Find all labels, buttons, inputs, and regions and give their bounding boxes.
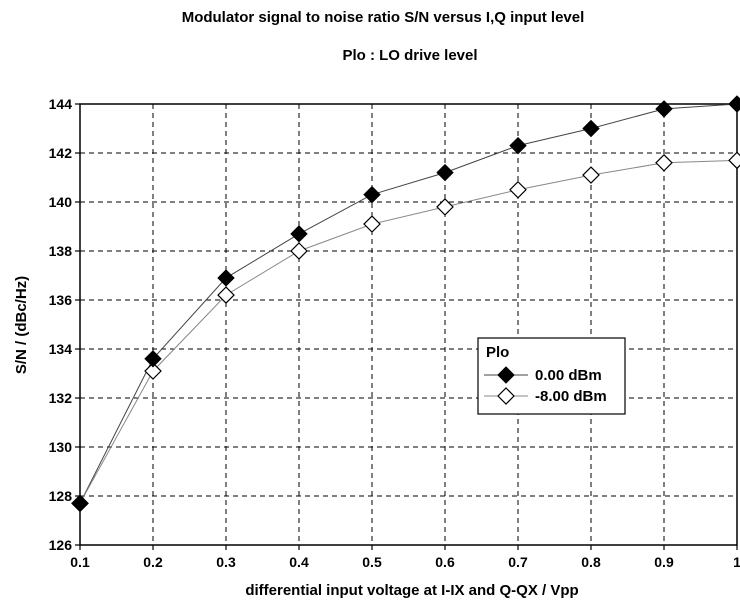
series-0-point-0 <box>71 494 89 513</box>
legend-label-0: 0.00 dBm <box>535 367 602 384</box>
series-1-point-1 <box>144 362 162 380</box>
tick-labels: 0.1 0.2 0.3 0.4 0.5 0.6 0.7 0.8 0.9 1 126 128 130 132… <box>49 96 740 570</box>
y-tick-label-3: 132 <box>49 390 73 406</box>
series-1-point-2 <box>217 286 235 304</box>
legend-label-1: -8.00 dBm <box>535 388 607 405</box>
y-tick-label-9: 144 <box>49 96 73 112</box>
series-line-1 <box>79 159 738 504</box>
x-tick-label-6: 0.7 <box>508 554 528 570</box>
series-0-point-8 <box>655 100 673 118</box>
chart-title: Modulator signal to noise ratio S/N vers… <box>182 9 585 26</box>
series <box>71 95 740 513</box>
series-0-point-2 <box>217 269 235 287</box>
series-0-point-4 <box>363 185 381 204</box>
y-tick-label-5: 136 <box>49 292 73 308</box>
series-1-point-5 <box>436 198 454 216</box>
series-0-point-3 <box>290 225 308 243</box>
y-tick-label-0: 126 <box>49 537 73 553</box>
series-1-point-3 <box>290 242 308 260</box>
series-1-point-9 <box>728 151 740 170</box>
y-tick-label-8: 142 <box>49 145 73 161</box>
x-tick-label-9: 1 <box>733 554 740 570</box>
y-tick-label-2: 130 <box>49 439 73 455</box>
legend-title: Plo <box>486 344 509 361</box>
x-tick-label-8: 0.9 <box>654 554 674 570</box>
x-tick-label-7: 0.8 <box>581 554 601 570</box>
series-0-point-7 <box>582 119 600 138</box>
series-1-point-7 <box>582 166 600 184</box>
x-tick-label-2: 0.3 <box>216 554 236 570</box>
y-tick-label-1: 128 <box>49 488 73 504</box>
series-line-0 <box>79 103 738 504</box>
legend-marker-1 <box>497 387 515 405</box>
series-0-point-5 <box>436 163 454 182</box>
x-axis-label: differential input voltage at I-IX and Q… <box>245 582 578 599</box>
series-0-point-1 <box>144 350 162 368</box>
y-tick-label-7: 140 <box>49 194 73 210</box>
x-tick-label-3: 0.4 <box>289 554 309 570</box>
y-tick-label-6: 138 <box>49 243 73 259</box>
series-1-point-6 <box>509 180 527 199</box>
x-tick-label-0: 0.1 <box>70 554 90 570</box>
plot-frame <box>79 103 738 546</box>
series-0-point-6 <box>509 136 527 155</box>
y-axis-label: S/N / (dBc/Hz) <box>13 276 30 374</box>
axes <box>75 103 738 550</box>
series-0-point-9 <box>728 95 740 113</box>
chart-subtitle: Plo : LO drive level <box>342 47 477 64</box>
x-tick-label-5: 0.6 <box>435 554 455 570</box>
x-tick-label-4: 0.5 <box>362 554 382 570</box>
legend: Plo 0.00 dBm -8.00 dBm <box>477 337 626 415</box>
x-tick-label-1: 0.2 <box>143 554 163 570</box>
legend-marker-0 <box>497 366 515 384</box>
series-1-point-8 <box>655 153 673 172</box>
y-tick-label-4: 134 <box>49 341 73 357</box>
series-1-point-4 <box>363 215 381 233</box>
grid <box>80 104 737 545</box>
